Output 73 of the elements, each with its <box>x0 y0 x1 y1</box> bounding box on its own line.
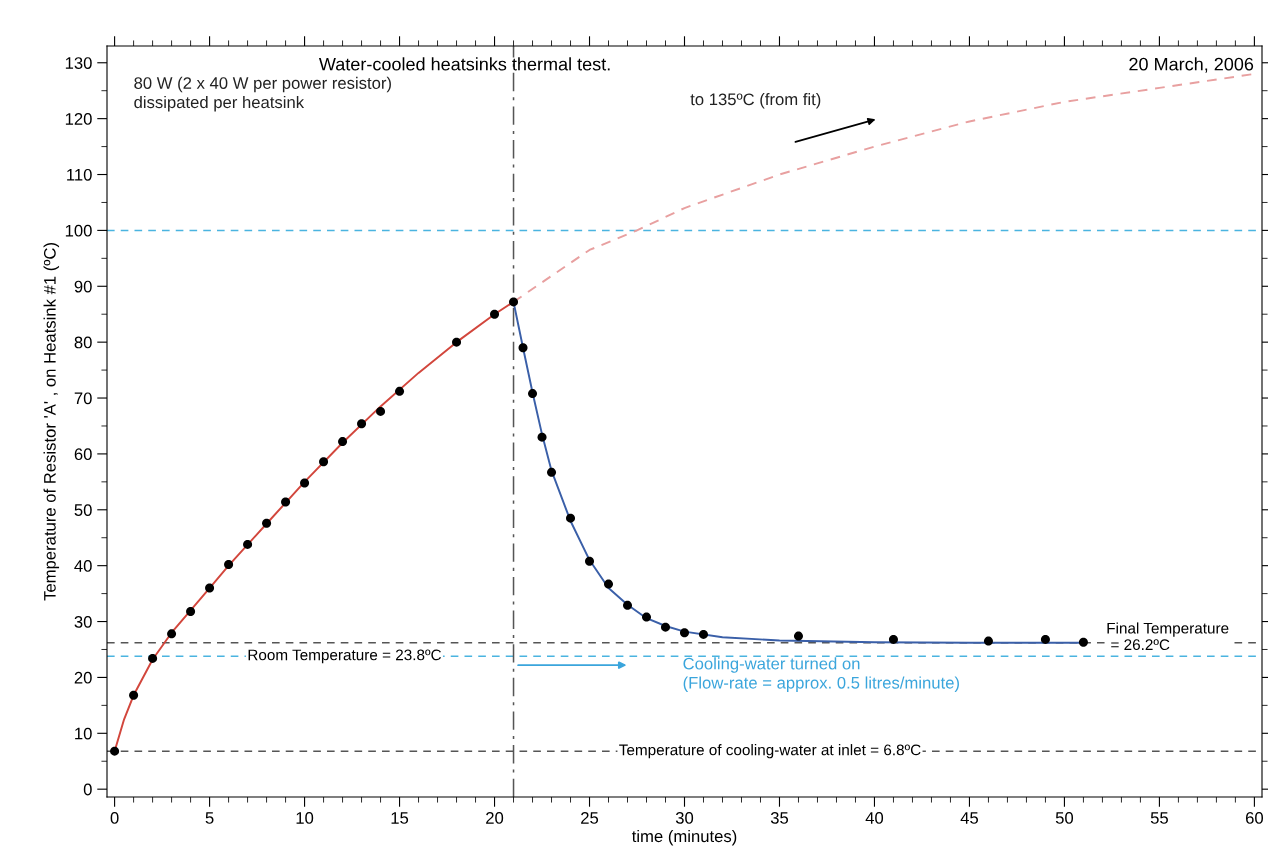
y-tick-label: 120 <box>65 113 92 125</box>
text: 20 March, 2006 <box>1129 57 1254 73</box>
y-tick-label: 90 <box>74 280 92 293</box>
y-tick-label: 30 <box>74 615 92 628</box>
point <box>376 406 386 416</box>
x-tick-label: 45 <box>960 812 979 824</box>
y-tick-label: 110 <box>67 168 92 181</box>
point <box>129 690 139 700</box>
x-tick-label: 30 <box>675 812 694 824</box>
point <box>452 337 462 347</box>
point <box>509 297 519 307</box>
point <box>537 432 547 442</box>
point <box>793 631 803 641</box>
point <box>205 583 215 593</box>
x-tick-label: 5 <box>205 812 214 824</box>
point <box>148 653 158 663</box>
x-tick-label: 40 <box>865 812 884 824</box>
point <box>1078 637 1088 647</box>
y-tick-label: 130 <box>65 57 92 69</box>
x-axis-title: time (minutes) <box>631 829 737 846</box>
x-tick-label: 15 <box>391 812 409 824</box>
y-tick-label: 20 <box>74 671 92 684</box>
point <box>518 343 528 353</box>
point <box>661 622 670 632</box>
x-tick-label: 0 <box>110 812 119 824</box>
point <box>604 579 614 589</box>
x-tick-label: 25 <box>581 812 599 824</box>
point <box>262 518 272 528</box>
point <box>338 437 348 447</box>
x-tick-label: 60 <box>1245 812 1264 824</box>
ref-line-label: Temperature of cooling-water at inlet = 6.8ºC <box>619 744 921 759</box>
point <box>983 636 993 646</box>
point <box>490 309 500 319</box>
ref-line-label: Final Temperature = 26.2ºC <box>1107 622 1229 651</box>
y-tick-label: 60 <box>74 448 92 461</box>
point <box>623 600 633 610</box>
y-tick-label: 80 <box>74 336 92 349</box>
chart-title: Water-cooled heatsinks thermal test. <box>318 57 610 71</box>
point <box>243 539 253 549</box>
annotation: to 135ºC (from fit) <box>690 92 821 109</box>
y-tick-label: 0 <box>83 783 92 796</box>
y-tick-label: 40 <box>74 560 92 572</box>
point <box>300 478 310 488</box>
point <box>224 560 234 570</box>
point <box>1040 634 1050 644</box>
x-tick-label: 55 <box>1150 812 1168 824</box>
y-tick-label: 100 <box>65 224 92 237</box>
point <box>585 556 595 566</box>
y-axis-title: Temperature of Resistor 'A' , on Heatsink #1 (ºC) <box>43 243 60 601</box>
point <box>888 634 898 644</box>
x-tick-label: 50 <box>1055 812 1074 824</box>
point <box>110 746 120 756</box>
x-tick-label: 20 <box>486 812 504 824</box>
point <box>680 628 689 638</box>
point <box>699 629 708 639</box>
annotation: 80 W (2 x 40 W per power resistor) dissipated per heatsink <box>134 76 391 112</box>
ref-line-label: Room Temperature = 23.8ºC <box>248 649 442 664</box>
point <box>319 457 329 467</box>
y-tick-label: 50 <box>74 504 92 516</box>
point <box>186 606 196 616</box>
annotation: Cooling-water turned on (Flow-rate = approx. 0.5 litres/minute) <box>683 657 959 692</box>
point <box>642 612 652 622</box>
point <box>547 467 557 477</box>
point <box>395 386 405 396</box>
point <box>528 389 538 399</box>
point <box>281 497 291 507</box>
y-tick-label: 10 <box>75 727 92 740</box>
x-tick-label: 10 <box>296 812 314 824</box>
y-tick-label: 70 <box>74 392 92 405</box>
point <box>167 629 177 639</box>
x-tick-label: 35 <box>770 812 789 824</box>
point <box>566 513 576 523</box>
point <box>357 419 367 429</box>
